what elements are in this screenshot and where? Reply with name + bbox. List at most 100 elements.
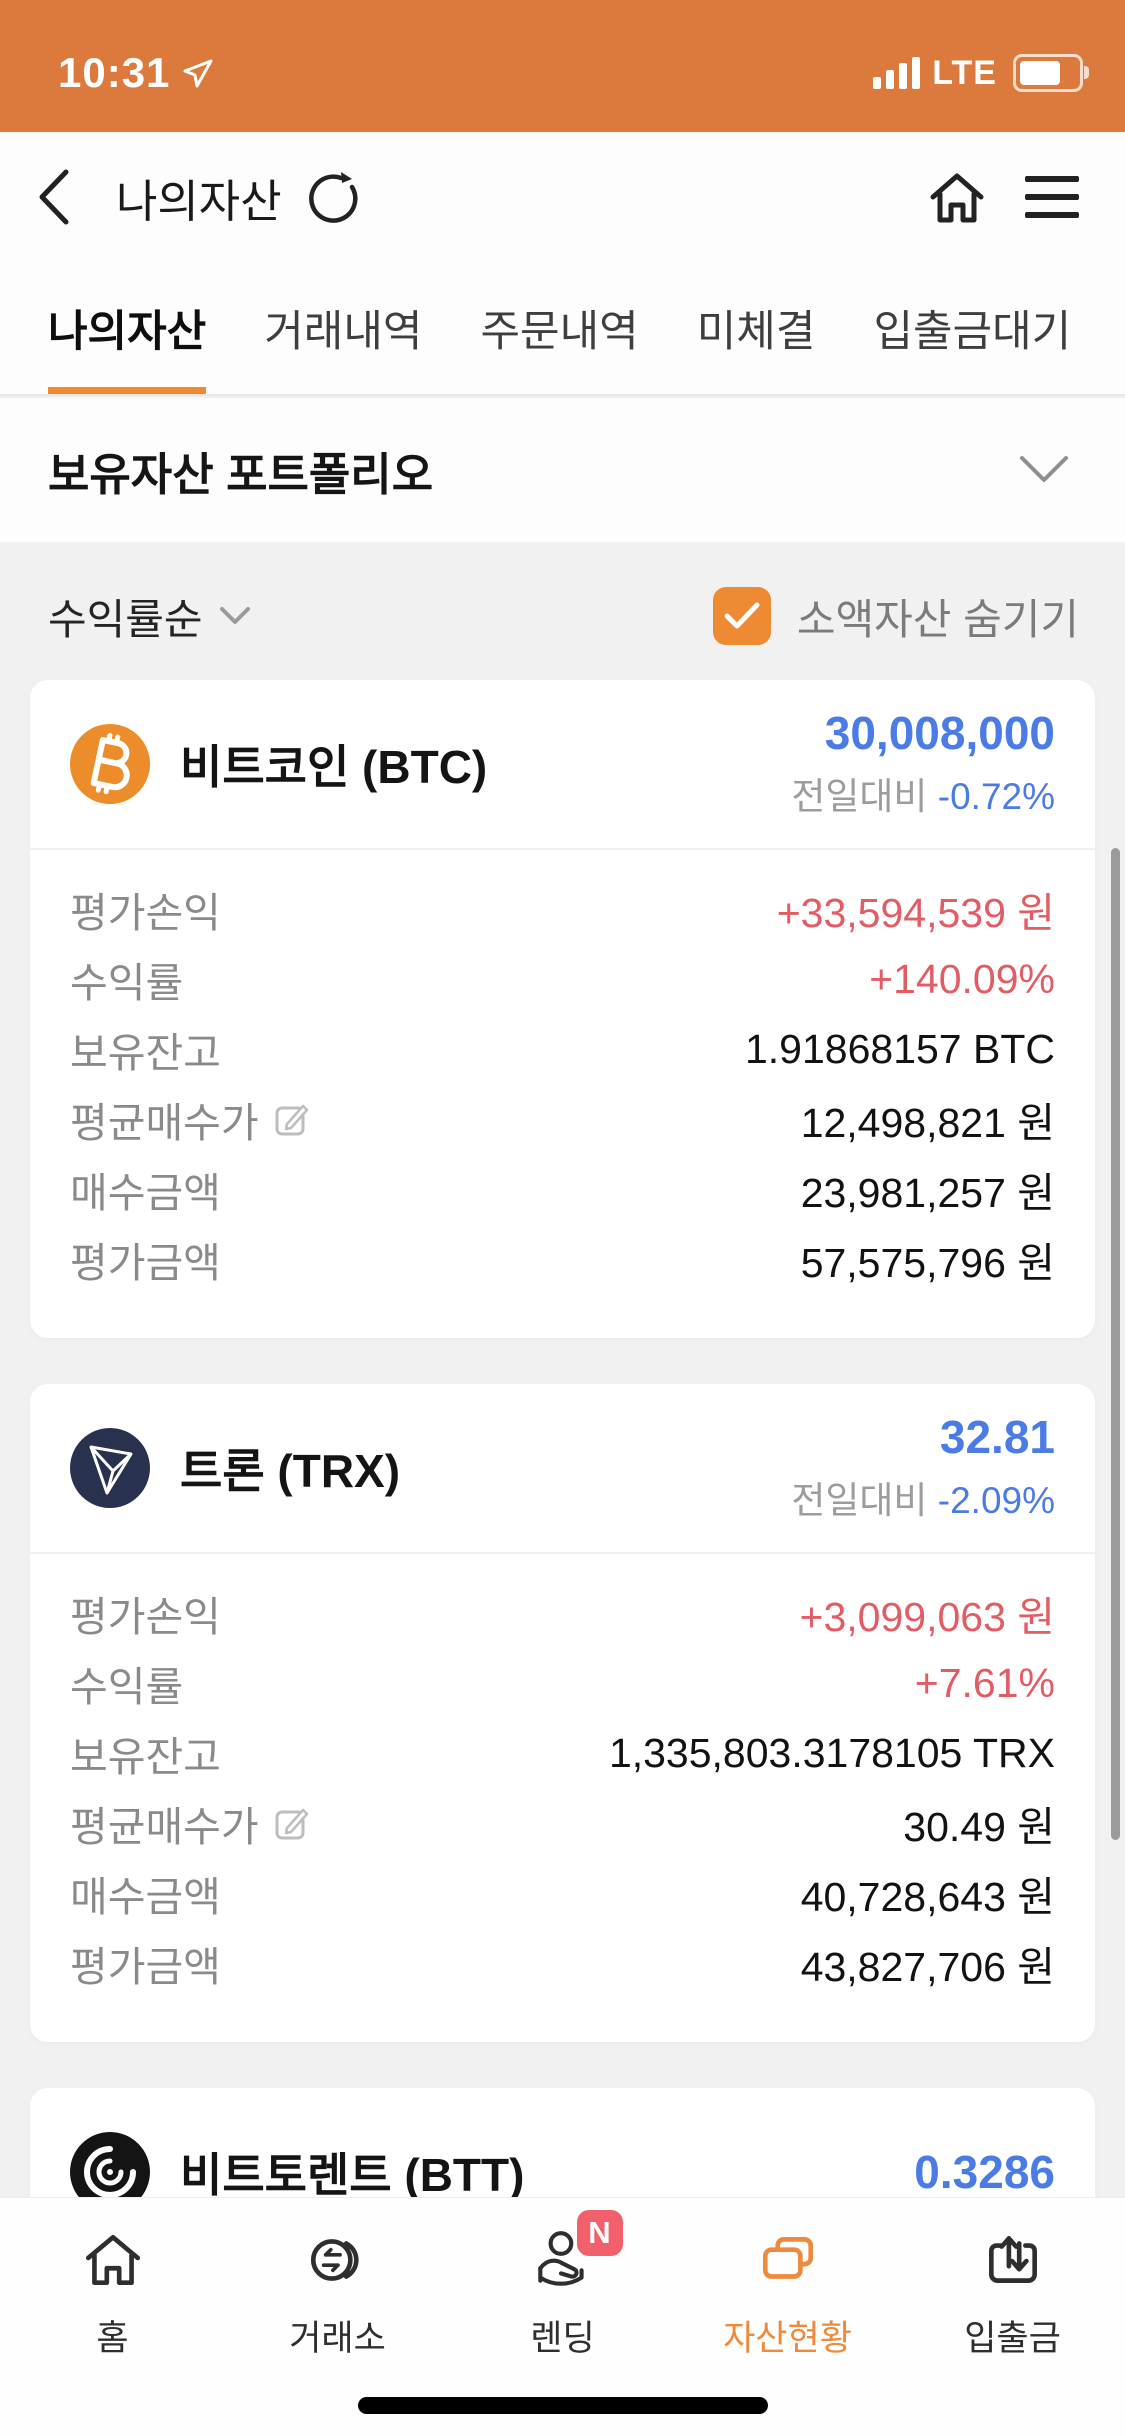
row-label: 평균매수가 xyxy=(70,1100,259,1146)
tab-my-assets[interactable]: 나의자산 xyxy=(48,262,207,394)
tab-bar-label: 렌딩 xyxy=(530,2319,595,2358)
home-button[interactable] xyxy=(927,167,987,227)
tab-bar-item-deposit[interactable]: 입출금 xyxy=(900,2226,1125,2436)
clock: 10:31 xyxy=(58,49,171,96)
tab-4[interactable]: 입출금대기 xyxy=(873,308,1072,356)
row-value: 30.49 원 xyxy=(903,1804,1055,1850)
row-value: 1,335,803.3178105 TRX xyxy=(608,1729,1055,1776)
asset-card-header: 비트토렌트 (BTT) 0.3286 xyxy=(30,2088,1095,2256)
tab-1[interactable]: 거래내역 xyxy=(264,308,423,356)
edit-icon[interactable] xyxy=(273,1100,311,1138)
coin-change: 전일대비 -0.72% xyxy=(791,766,1055,820)
tab-bar-item-lending[interactable]: N 렌딩 xyxy=(450,2210,675,2436)
detail-row: 평가손익 +33,594,539 원 xyxy=(70,874,1055,944)
tab-bar-label: 거래소 xyxy=(289,2319,386,2358)
bottom-tab-bar: 홈 거래소 N 렌딩 자산현황 입출금 xyxy=(0,2197,1125,2436)
back-button[interactable] xyxy=(30,166,76,228)
row-label: 평가금액 xyxy=(70,1944,221,1990)
change-label: 전일대비 xyxy=(791,776,928,818)
hide-small-assets-toggle[interactable]: 소액자산 숨기기 xyxy=(712,586,1079,647)
chevron-down-icon xyxy=(219,607,250,624)
asset-detail-rows: 평가손익 +33,594,539 원 수익률 +140.09% 보유잔고 xyxy=(30,850,1095,1338)
change-value: -2.09% xyxy=(937,1480,1055,1522)
tab-2[interactable]: 주문내역 xyxy=(480,308,639,356)
asset-detail-rows: 평가손익 +3,099,063 원 수익률 +7.61% 보유잔고 xyxy=(30,1554,1095,2042)
row-value: 43,827,706 원 xyxy=(800,1944,1055,1990)
exchange-icon xyxy=(310,2239,359,2281)
row-value: 23,981,257 원 xyxy=(800,1170,1055,1216)
tab-bar-item-assets[interactable]: 자산현황 xyxy=(675,2226,900,2436)
detail-row: 평가금액 43,827,706 원 xyxy=(70,1928,1055,1998)
row-label: 평가손익 xyxy=(70,1594,221,1640)
divider xyxy=(30,1552,1095,1554)
checkbox-checked-icon[interactable] xyxy=(712,587,771,645)
row-label: 매수금액 xyxy=(70,1874,221,1920)
portfolio-title: 보유자산 포트폴리오 xyxy=(48,448,434,500)
coin-price: 0.3286 xyxy=(914,2145,1055,2198)
hide-small-assets-label: 소액자산 숨기기 xyxy=(796,595,1079,643)
home-icon xyxy=(85,2234,140,2286)
detail-row: 보유잔고 1.91868157 BTC xyxy=(70,1014,1055,1084)
bittorrent-icon xyxy=(84,2146,136,2198)
row-label: 보유잔고 xyxy=(70,1030,221,1076)
row-value: +140.09% xyxy=(869,955,1055,1002)
coin-name: 트론 (TRX) xyxy=(180,1445,401,1497)
row-value: 1.91868157 BTC xyxy=(744,1025,1055,1072)
location-arrow-icon xyxy=(182,56,216,90)
tab-strip: 나의자산 거래내역 주문내역 미체결 입출금대기 xyxy=(0,262,1125,396)
sort-dropdown[interactable]: 수익률순 xyxy=(48,586,251,647)
detail-row: 평균매수가 12,498,821 원 xyxy=(70,1084,1055,1154)
chevron-down-icon[interactable] xyxy=(1019,455,1069,485)
refresh-button[interactable] xyxy=(308,171,360,223)
tab-bar-item-home[interactable]: 홈 xyxy=(0,2226,225,2436)
row-value: 57,575,796 원 xyxy=(800,1240,1055,1286)
row-label: 보유잔고 xyxy=(70,1734,221,1780)
bitcoin-icon xyxy=(90,732,130,795)
signal-strength-icon xyxy=(873,57,921,89)
status-bar: 10:31 LTE xyxy=(0,0,1125,132)
coin-name: 비트토렌트 (BTT) xyxy=(180,2149,525,2201)
row-value: 12,498,821 원 xyxy=(800,1100,1055,1146)
menu-button[interactable] xyxy=(1023,174,1081,220)
coin-price: 30,008,000 xyxy=(824,706,1055,759)
row-label: 수익률 xyxy=(70,1664,184,1710)
tab-bar-label: 자산현황 xyxy=(723,2319,852,2358)
row-value: +7.61% xyxy=(914,1659,1055,1706)
asset-card[interactable]: 트론 (TRX) 32.81 전일대비 -2.09% 평가손익 +3,099,0… xyxy=(30,1384,1095,2042)
btc-coin-icon xyxy=(70,724,150,804)
deposit-withdraw-icon xyxy=(988,2236,1037,2283)
row-value: +3,099,063 원 xyxy=(799,1594,1055,1640)
home-indicator[interactable] xyxy=(358,2397,768,2414)
detail-row: 수익률 +140.09% xyxy=(70,944,1055,1014)
tab-bar-label: 입출금 xyxy=(964,2319,1061,2358)
battery-icon xyxy=(1013,54,1089,92)
network-type-label: LTE xyxy=(932,53,997,92)
detail-row: 수익률 +7.61% xyxy=(70,1648,1055,1718)
divider xyxy=(30,848,1095,850)
portfolio-header[interactable]: 보유자산 포트폴리오 xyxy=(0,398,1125,542)
edit-icon[interactable] xyxy=(273,1804,311,1842)
asset-card[interactable]: 비트코인 (BTC) 30,008,000 전일대비 -0.72% 평가손익 +… xyxy=(30,680,1095,1338)
change-value: -0.72% xyxy=(937,776,1055,818)
coin-name: 비트코인 (BTC) xyxy=(180,741,488,793)
detail-row: 매수금액 40,728,643 원 xyxy=(70,1858,1055,1928)
trx-coin-icon xyxy=(70,1428,150,1508)
detail-row: 평가금액 57,575,796 원 xyxy=(70,1224,1055,1294)
change-label: 전일대비 xyxy=(791,1480,928,1522)
row-label: 수익률 xyxy=(70,960,184,1006)
row-value: 40,728,643 원 xyxy=(800,1874,1055,1920)
tab-bar-item-exchange[interactable]: 거래소 xyxy=(225,2226,450,2436)
row-label: 평가금액 xyxy=(70,1240,221,1286)
tab-bar-label: 홈 xyxy=(96,2319,129,2358)
tab-3[interactable]: 미체결 xyxy=(696,308,816,356)
asset-card-header: 비트코인 (BTC) 30,008,000 전일대비 -0.72% xyxy=(30,680,1095,848)
scrollbar-thumb[interactable] xyxy=(1111,848,1120,1840)
row-label: 평균매수가 xyxy=(70,1804,259,1850)
detail-row: 매수금액 23,981,257 원 xyxy=(70,1154,1055,1224)
tron-icon xyxy=(89,1445,133,1495)
page-title: 나의자산 xyxy=(116,175,282,227)
asset-list: 수익률순 소액자산 숨기기 비트코인 (BTC) 30,008,000 전일대비 xyxy=(0,542,1125,2436)
asset-card-header: 트론 (TRX) 32.81 전일대비 -2.09% xyxy=(30,1384,1095,1552)
detail-row: 보유잔고 1,335,803.3178105 TRX xyxy=(70,1718,1055,1788)
